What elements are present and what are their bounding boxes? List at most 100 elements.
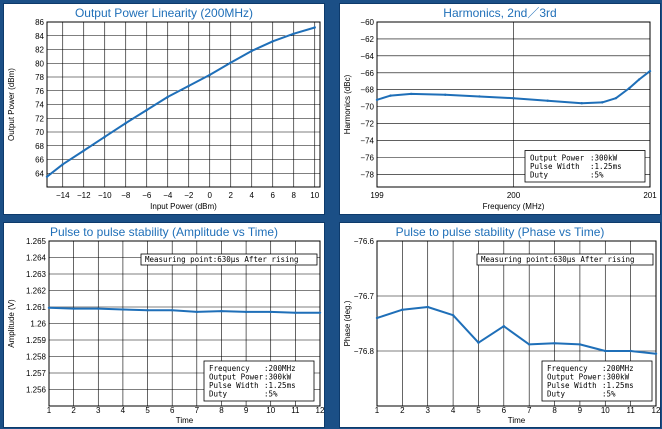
- spec-value: :300kW: [264, 373, 292, 382]
- data-point: [401, 308, 404, 311]
- x-tick-label: 2: [71, 406, 76, 415]
- x-tick-label: 6: [502, 406, 507, 415]
- y-tick-label: 1.256: [26, 386, 47, 395]
- data-point: [292, 32, 295, 35]
- data-point: [478, 95, 481, 98]
- x-tick-label: 8: [292, 191, 297, 200]
- x-tick-label: 7: [195, 406, 200, 415]
- y-tick-label: 68: [35, 142, 44, 151]
- data-point: [375, 316, 379, 320]
- x-tick-label: 1: [375, 406, 380, 415]
- spec-value: :300kW: [602, 373, 630, 382]
- x-tick-label: 201: [643, 191, 657, 200]
- measuring-point-label: Measuring point:630μs After rising: [481, 255, 635, 264]
- x-tick-label: 12: [316, 406, 324, 415]
- y-tick-label: 1.261: [26, 303, 47, 312]
- chart-amplitude-vs-time: Pulse to pulse stability (Amplitude vs T…: [7, 225, 324, 425]
- data-point: [72, 307, 75, 310]
- x-tick-label: 10: [310, 191, 319, 200]
- data-point: [271, 40, 274, 43]
- chart-panel-harmonics: Harmonics, 2nd／3rd 199 200 201 −60 −62 −64 −66 −…: [339, 3, 661, 215]
- y-tick-label: −74: [360, 136, 374, 145]
- data-point: [580, 102, 583, 105]
- y-tick-label: −76.8: [354, 347, 375, 356]
- spec-value: :200MHz: [264, 364, 296, 373]
- spec-box: [203, 360, 315, 402]
- x-tick-label: 8: [552, 406, 557, 415]
- chart-panel-phase: Pulse to pulse stability (Phase vs Time)…: [339, 222, 661, 428]
- data-point: [654, 352, 658, 355]
- data-point: [294, 311, 297, 314]
- measuring-box: [140, 253, 318, 266]
- x-tick-label: 5: [145, 406, 150, 415]
- y-tick-label: −76.7: [354, 292, 375, 301]
- y-tick-label: 74: [35, 101, 44, 110]
- y-tick-label: 82: [35, 46, 44, 55]
- data-point: [604, 349, 607, 353]
- data-point: [451, 314, 455, 317]
- y-tick-label: 1.26: [30, 320, 46, 329]
- y-tick-label: 72: [35, 114, 44, 123]
- data-point: [208, 73, 211, 77]
- x-tick-label: 199: [370, 191, 384, 200]
- y-tick-label: −68: [360, 86, 374, 95]
- data-point: [629, 349, 632, 353]
- data-point: [601, 101, 604, 104]
- spec-key: Frequency: [209, 364, 250, 373]
- spec-box: [541, 360, 653, 402]
- y-tick-label: 76: [35, 87, 44, 96]
- x-tick-label: 11: [626, 406, 635, 415]
- y-tick-label: −76: [360, 153, 374, 162]
- x-tick-label: 0: [208, 191, 213, 200]
- y-tick-label: 1.262: [26, 287, 47, 296]
- y-tick-label: 86: [35, 18, 44, 27]
- spec-key: Output Power: [547, 373, 602, 382]
- data-point: [426, 305, 429, 309]
- x-tick-label: 2: [400, 406, 405, 415]
- x-tick-label: 6: [170, 406, 175, 415]
- data-point: [166, 95, 169, 99]
- data-point: [124, 121, 127, 125]
- y-tick-label: 78: [35, 73, 44, 82]
- data-point: [553, 342, 556, 345]
- spec-key: Duty: [547, 390, 566, 399]
- y-tick-label: 1.265: [26, 237, 47, 246]
- x-tick-label: −8: [121, 191, 131, 200]
- spec-value: :1.25ms: [264, 381, 296, 390]
- x-tick-label: 5: [476, 406, 481, 415]
- chart-panel-amplitude: Pulse to pulse stability (Amplitude vs T…: [3, 222, 325, 428]
- y-tick-label: 1.259: [26, 336, 47, 345]
- chart-title: Pulse to pulse stability (Phase vs Time): [396, 225, 605, 239]
- spec-key: Duty: [209, 390, 228, 399]
- x-tick-label: 3: [96, 406, 101, 415]
- x-tick-label: −2: [184, 191, 194, 200]
- y-tick-label: −72: [360, 120, 374, 129]
- y-tick-label: 66: [35, 156, 44, 165]
- data-point: [389, 94, 392, 97]
- data-point: [61, 163, 64, 166]
- data-point: [444, 93, 447, 96]
- data-point: [121, 308, 125, 311]
- spec-key: Output Power: [209, 373, 264, 382]
- y-tick-label: 1.258: [26, 353, 47, 362]
- spec-key: Pulse Width: [209, 381, 259, 390]
- y-tick-label: −66: [360, 69, 374, 78]
- x-tick-label: 10: [601, 406, 610, 415]
- y-axis-label: Harmonics (dBc): [343, 74, 352, 134]
- x-tick-label: −4: [163, 191, 173, 200]
- chart-title: Output Power Linearity (200MHz): [75, 6, 253, 20]
- x-tick-label: 9: [578, 406, 583, 415]
- data-point: [97, 307, 100, 310]
- y-tick-label: −62: [360, 35, 374, 44]
- spec-value: :5%: [264, 390, 278, 399]
- y-tick-label: 80: [35, 59, 44, 68]
- data-point: [269, 310, 272, 314]
- y-tick-label: 1.257: [26, 369, 47, 378]
- x-tick-label: 3: [426, 406, 431, 415]
- data-point: [146, 309, 149, 312]
- x-axis-label: Input Power (dBm): [150, 202, 217, 211]
- data-point: [375, 98, 379, 102]
- spec-value: :200MHz: [602, 364, 634, 373]
- series-line: [376, 306, 657, 355]
- data-point: [187, 84, 190, 88]
